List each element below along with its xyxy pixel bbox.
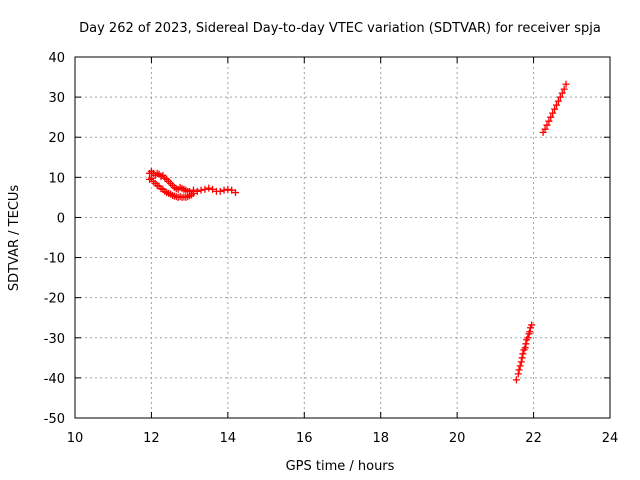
data-point: [519, 350, 527, 358]
data-point: [545, 117, 553, 125]
data-point: [209, 185, 217, 193]
data-point: [522, 340, 530, 348]
data-point: [193, 187, 201, 195]
x-tick-label: 16: [296, 431, 313, 446]
data-point: [560, 85, 568, 93]
y-tick-label: -20: [44, 292, 65, 307]
grid: [75, 57, 610, 418]
data-point: [189, 189, 197, 197]
data-point: [541, 125, 549, 133]
axis-ticks: [74, 56, 611, 419]
segment-1: [146, 167, 239, 197]
data-point: [515, 366, 523, 374]
x-tick-label: 18: [372, 431, 389, 446]
y-tick-label: -40: [44, 372, 65, 387]
y-tick-label: -50: [44, 412, 65, 427]
y-tick-label: -30: [44, 332, 65, 347]
data-point: [549, 109, 557, 117]
data-point: [232, 189, 239, 197]
data-point: [514, 370, 522, 378]
data-point: [201, 185, 209, 193]
data-point: [224, 185, 232, 193]
data-point: [512, 376, 520, 384]
data-point: [521, 344, 529, 352]
data-point: [558, 89, 566, 97]
x-tick-label: 22: [525, 431, 542, 446]
data-point: [516, 362, 524, 370]
data-point: [220, 186, 228, 194]
x-tick-label: 20: [449, 431, 466, 446]
data-point: [562, 80, 570, 88]
y-tick-label: 30: [48, 91, 65, 106]
x-tick-label: 12: [143, 431, 160, 446]
y-tick-label: 10: [48, 171, 65, 186]
data-point: [205, 184, 213, 192]
y-axis-label: SDTVAR / TECUs: [7, 185, 22, 292]
y-tick-label: -10: [44, 252, 65, 267]
x-axis-label: GPS time / hours: [286, 459, 395, 474]
segment-3: [539, 80, 570, 136]
x-tick-label: 24: [602, 431, 619, 446]
data-point: [524, 334, 532, 342]
data-point: [551, 105, 559, 113]
x-tick-label: 10: [67, 431, 84, 446]
y-tick-label: 0: [57, 211, 65, 226]
data-points: [146, 80, 570, 384]
data-point: [526, 328, 534, 336]
data-point: [543, 121, 551, 129]
y-tick-label: 40: [48, 51, 65, 66]
chart-title: Day 262 of 2023, Sidereal Day-to-day VTE…: [79, 21, 601, 36]
tick-labels: 10 12 14 16 18 20 22 24 -50 -40 -30 -20 -10 0 10 20 30 40: [44, 51, 619, 446]
x-tick-label: 14: [220, 431, 237, 446]
data-point: [228, 186, 236, 194]
data-point: [518, 354, 526, 362]
data-point: [553, 101, 560, 109]
data-point: [517, 358, 525, 366]
data-point: [216, 187, 224, 195]
data-point: [556, 93, 564, 101]
y-tick-label: 20: [48, 131, 65, 146]
segment-4: [512, 321, 536, 384]
data-point: [528, 321, 536, 329]
segment-2: [146, 174, 197, 201]
data-point: [547, 113, 555, 121]
plot-frame: [74, 56, 611, 419]
data-point: [197, 186, 205, 194]
data-point: [554, 97, 562, 105]
